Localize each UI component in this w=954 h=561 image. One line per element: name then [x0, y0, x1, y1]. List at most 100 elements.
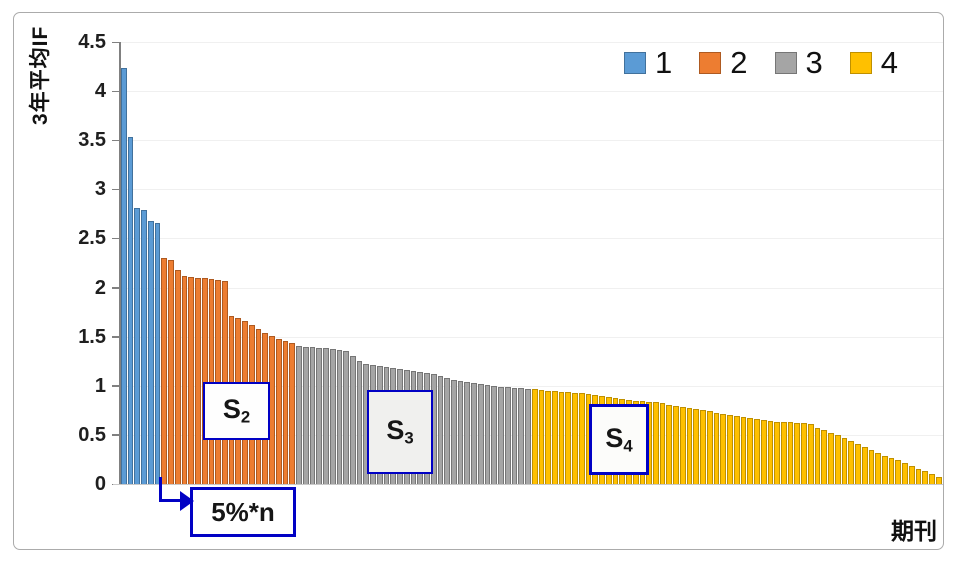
legend-swatch-icon-2 [699, 51, 722, 74]
bar-group2-3 [174, 269, 181, 484]
bar-group3-4 [316, 348, 323, 484]
legend-swatch-icon-3 [774, 51, 797, 74]
bar-group4-30 [727, 415, 733, 484]
legend-swatch-icon-1 [624, 51, 646, 74]
bar-group4-8 [578, 392, 585, 484]
bar-group4-23 [679, 407, 686, 484]
bar-group4-55 [895, 460, 902, 484]
x-axis-title: 期刊 [891, 518, 937, 544]
annotation-5pct-n-label: 5%*n [211, 496, 275, 527]
y-tick-label-0.5: 0.5 [78, 423, 106, 446]
annotation-s3-label: S3 [386, 415, 414, 448]
bar-group2-4 [181, 275, 188, 484]
legend-item-1: 1 [624, 47, 672, 78]
bar-group4-3 [545, 390, 551, 484]
bar-group1-5 [147, 220, 154, 484]
bar-group2-1 [161, 258, 168, 484]
y-tick-label-2.5: 2.5 [78, 227, 106, 250]
bar-group4-19 [653, 402, 659, 484]
bar-group4-5 [558, 391, 565, 484]
y-tick-mark-2 [112, 287, 120, 289]
bar-group4-27 [706, 411, 713, 484]
bar-group3-23 [444, 377, 450, 484]
y-tick-label-0: 0 [94, 473, 106, 495]
bar-group4-2 [538, 389, 545, 484]
bar-group4-32 [740, 417, 747, 484]
bar-group4-39 [787, 422, 794, 484]
bar-group3-29 [484, 384, 491, 484]
bar-group3-1 [296, 345, 302, 484]
bar-group3-34 [518, 387, 525, 484]
bar-group4-43 [814, 428, 821, 484]
legend-swatch-icon-4 [849, 51, 872, 74]
y-tick-label-3: 3 [94, 178, 106, 201]
bar-group4-52 [875, 452, 881, 484]
bar-group2-5 [188, 276, 195, 484]
bar-group2-20 [289, 342, 296, 484]
bar-group2-2 [168, 260, 174, 484]
bar-group4-1 [531, 388, 538, 484]
bar-group1-2 [127, 137, 134, 484]
gridline-1 [121, 385, 943, 387]
legend-label-4: 4 [880, 45, 898, 80]
bar-group3-27 [471, 382, 477, 484]
gridline-2.5 [121, 238, 943, 240]
y-tick-mark-1.5 [112, 336, 120, 338]
bar-group2-9 [215, 279, 222, 484]
annotation-box-s3: S3 [367, 390, 433, 474]
callout-arrow-vertical [159, 477, 162, 502]
bar-group1-6 [154, 222, 161, 484]
gridline-4 [121, 91, 943, 93]
bar-group2-18 [275, 338, 282, 484]
bar-group4-47 [841, 437, 848, 484]
gridline-1.5 [121, 336, 943, 338]
bar-group4-51 [868, 449, 875, 484]
legend-item-3: 3 [774, 45, 823, 80]
y-tick-mark-1 [112, 385, 120, 387]
bar-group4-46 [834, 434, 841, 484]
bar-group3-35 [525, 388, 531, 484]
bar-group3-28 [477, 383, 484, 484]
bar-group2-7 [201, 277, 208, 484]
bar-group4-60 [929, 474, 935, 484]
gridline-3 [121, 189, 943, 191]
bar-group4-37 [774, 422, 780, 484]
x-axis-line [113, 484, 943, 485]
callout-arrow-horizontal [159, 499, 182, 502]
bar-group4-58 [915, 469, 922, 484]
bar-group4-59 [922, 471, 929, 484]
y-tick-mark-3.5 [112, 139, 120, 142]
y-tick-label-4: 4 [94, 80, 106, 103]
y-tick-mark-4.5 [112, 41, 120, 43]
bar-group4-31 [733, 416, 740, 484]
bar-group3-7 [336, 350, 343, 484]
bar-group4-50 [861, 446, 868, 484]
y-tick-mark-2.5 [112, 237, 120, 240]
bar-group4-40 [794, 423, 801, 484]
bar-group2-8 [208, 278, 215, 484]
bar-group3-24 [450, 379, 457, 484]
bar-group3-5 [323, 348, 329, 484]
legend-label-2: 2 [730, 45, 748, 80]
bar-group4-33 [747, 418, 754, 484]
y-tick-label-1.5: 1.5 [78, 325, 106, 348]
bar-group3-31 [498, 386, 504, 484]
bar-group4-42 [807, 424, 814, 484]
legend-label-3: 3 [805, 45, 823, 80]
y-tick-mark-3 [112, 188, 120, 191]
bar-group4-54 [888, 458, 895, 484]
bar-group4-35 [760, 420, 767, 484]
bar-group3-6 [329, 349, 336, 484]
bar-group4-56 [902, 463, 908, 484]
bar-group4-48 [848, 440, 855, 484]
bar-group3-30 [491, 385, 498, 484]
annotation-box-s4: S4 [589, 404, 649, 475]
legend-item-4: 4 [849, 45, 898, 80]
bar-group3-22 [437, 375, 444, 484]
y-tick-mark-0.5 [112, 434, 120, 436]
y-tick-label-3.5: 3.5 [78, 129, 106, 152]
bar-group4-44 [821, 429, 828, 484]
y-tick-label-4.5: 4.5 [78, 31, 106, 53]
bar-group2-17 [269, 335, 275, 484]
